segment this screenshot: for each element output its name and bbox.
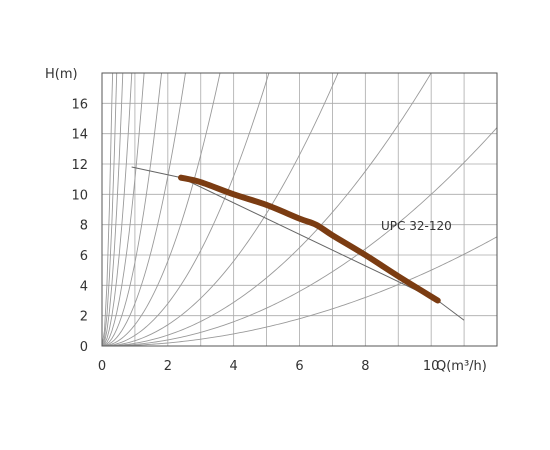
y-tick-label: 16: [71, 97, 88, 112]
y-tick-label: 0: [80, 340, 88, 355]
system-curve: [102, 73, 432, 346]
system-curve: [102, 73, 270, 346]
pump-curve-upc-32-120: [178, 174, 441, 304]
plot-frame: [101, 72, 498, 347]
system-curve: [102, 73, 114, 346]
series-label: UPC 32-120: [381, 219, 452, 233]
y-tick-label: 6: [80, 249, 88, 264]
x-tick-label: 8: [361, 359, 369, 374]
x-tick-label: 2: [164, 359, 172, 374]
system-curve: [102, 73, 186, 346]
y-tick-label: 4: [80, 279, 88, 294]
system-curve: [102, 73, 221, 346]
x-tick-label: 6: [295, 359, 303, 374]
system-curve: [102, 73, 118, 346]
x-tick-label: 10: [423, 359, 440, 374]
x-tick-label: 0: [98, 359, 106, 374]
system-curve: [102, 73, 162, 346]
system-curve: [102, 73, 339, 346]
y-tick-label: 10: [71, 188, 88, 203]
y-axis-ticks: 0 2 4 6 8 10 12 14 16: [71, 97, 88, 355]
y-tick-label: 8: [80, 219, 88, 234]
system-curve: [102, 73, 145, 346]
x-axis-ticks: 0 2 4 6 8 10: [98, 359, 440, 374]
system-curve: [102, 73, 124, 346]
pump-curve-extension: [131, 166, 465, 321]
system-curve: [102, 236, 497, 346]
y-tick-label: 14: [71, 128, 88, 143]
y-tick-label: 2: [80, 310, 88, 325]
pump-curve-layer: [131, 166, 465, 321]
x-axis-label: Q(m³/h): [436, 359, 487, 374]
y-axis-label: H(m): [45, 67, 78, 82]
system-curve: [102, 73, 133, 346]
system-curves: [102, 73, 497, 346]
system-curve: [102, 127, 497, 346]
y-tick-label: 12: [71, 158, 88, 173]
x-tick-label: 4: [230, 359, 238, 374]
grid: [102, 73, 497, 346]
